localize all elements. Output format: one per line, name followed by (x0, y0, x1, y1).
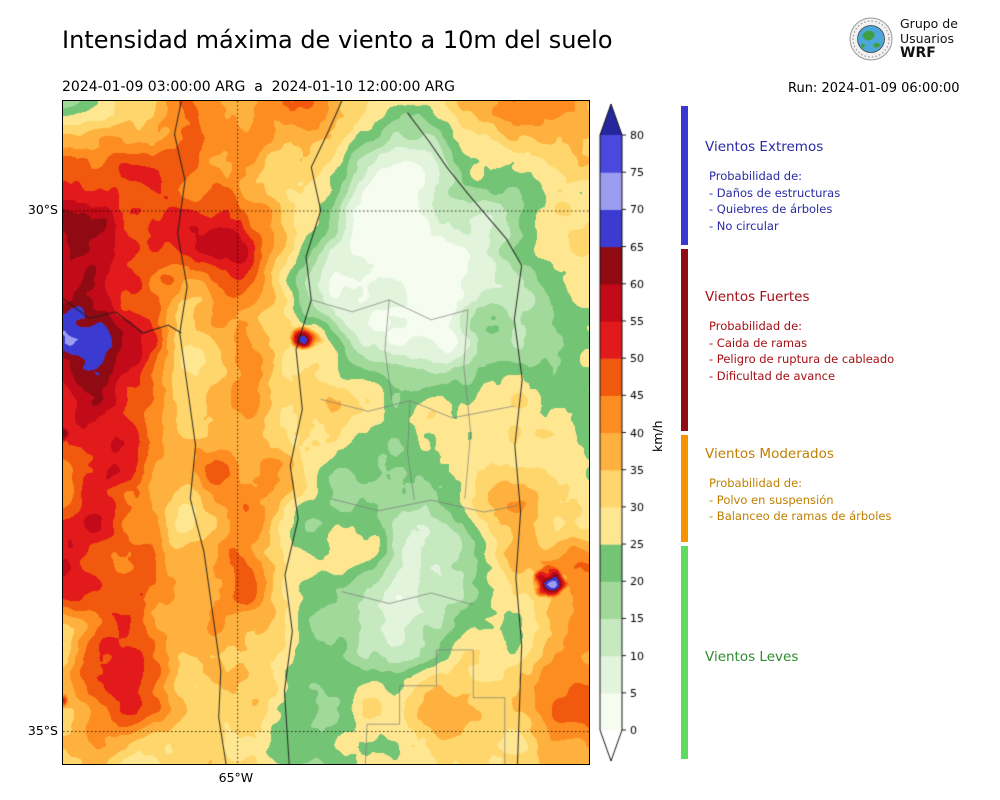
legend-line: Probabilidad de: (709, 319, 803, 333)
legend-vientos-fuertes: Vientos Fuertes Probabilidad de: - Caida… (705, 289, 894, 384)
legend-line: Probabilidad de: (709, 169, 803, 183)
legend-vientos-extremos: Vientos Extremos Probabilidad de: - Daño… (705, 139, 840, 234)
map-frame (62, 100, 590, 765)
category-bar-extremos (681, 106, 688, 245)
legend-title-moderados: Vientos Moderados (705, 446, 834, 462)
page-title: Intensidad máxima de viento a 10m del su… (62, 26, 613, 54)
legend-line: - Peligro de ruptura de cableado (709, 352, 895, 366)
lon-label-65w: 65°W (218, 770, 254, 785)
category-bar-moderados (681, 434, 688, 543)
legend-line: - Dificultad de avance (709, 368, 836, 383)
legend-line: - Polvo en suspensión (709, 492, 834, 507)
colorbar (598, 95, 676, 790)
legend-title-leves: Vientos Leves (705, 649, 799, 665)
colorbar-unit-label: km/h (650, 420, 665, 452)
model-run-label: Run: 2024-01-09 06:00:00 (788, 81, 960, 96)
logo-text: Grupo de Usuarios WRF (900, 16, 958, 61)
legend-vientos-moderados: Vientos Moderados Probabilidad de: - Pol… (705, 446, 891, 525)
lat-label-30s: 30°S (27, 202, 58, 218)
logo-org-line2: Usuarios (900, 31, 955, 46)
category-bar-fuertes (681, 248, 688, 431)
legend-line: Probabilidad de: (709, 476, 803, 490)
legend-line: - Quiebres de árboles (709, 202, 833, 216)
lat-label-35s: 35°S (27, 722, 58, 738)
legend-line: - Balanceo de ramas de árboles (709, 509, 892, 523)
legend-line: - Daños de estructuras (709, 185, 841, 200)
logo-wrf: WRF (900, 45, 936, 61)
globe-icon (849, 17, 893, 60)
wrf-users-group-logo: Grupo de Usuarios WRF (849, 16, 958, 61)
legend-line: - No circular (709, 218, 779, 233)
legend-line: - Caida de ramas (709, 335, 808, 350)
legend-vientos-leves: Vientos Leves (705, 649, 798, 678)
category-bar-leves (681, 546, 688, 759)
legend-title-extremos: Vientos Extremos (705, 139, 824, 155)
logo-org-line1: Grupo de (900, 16, 958, 31)
legend-title-fuertes: Vientos Fuertes (705, 289, 810, 305)
wind-intensity-map (63, 101, 589, 764)
valid-period-label: 2024-01-09 03:00:00 ARG a 2024-01-10 12:… (62, 79, 455, 95)
